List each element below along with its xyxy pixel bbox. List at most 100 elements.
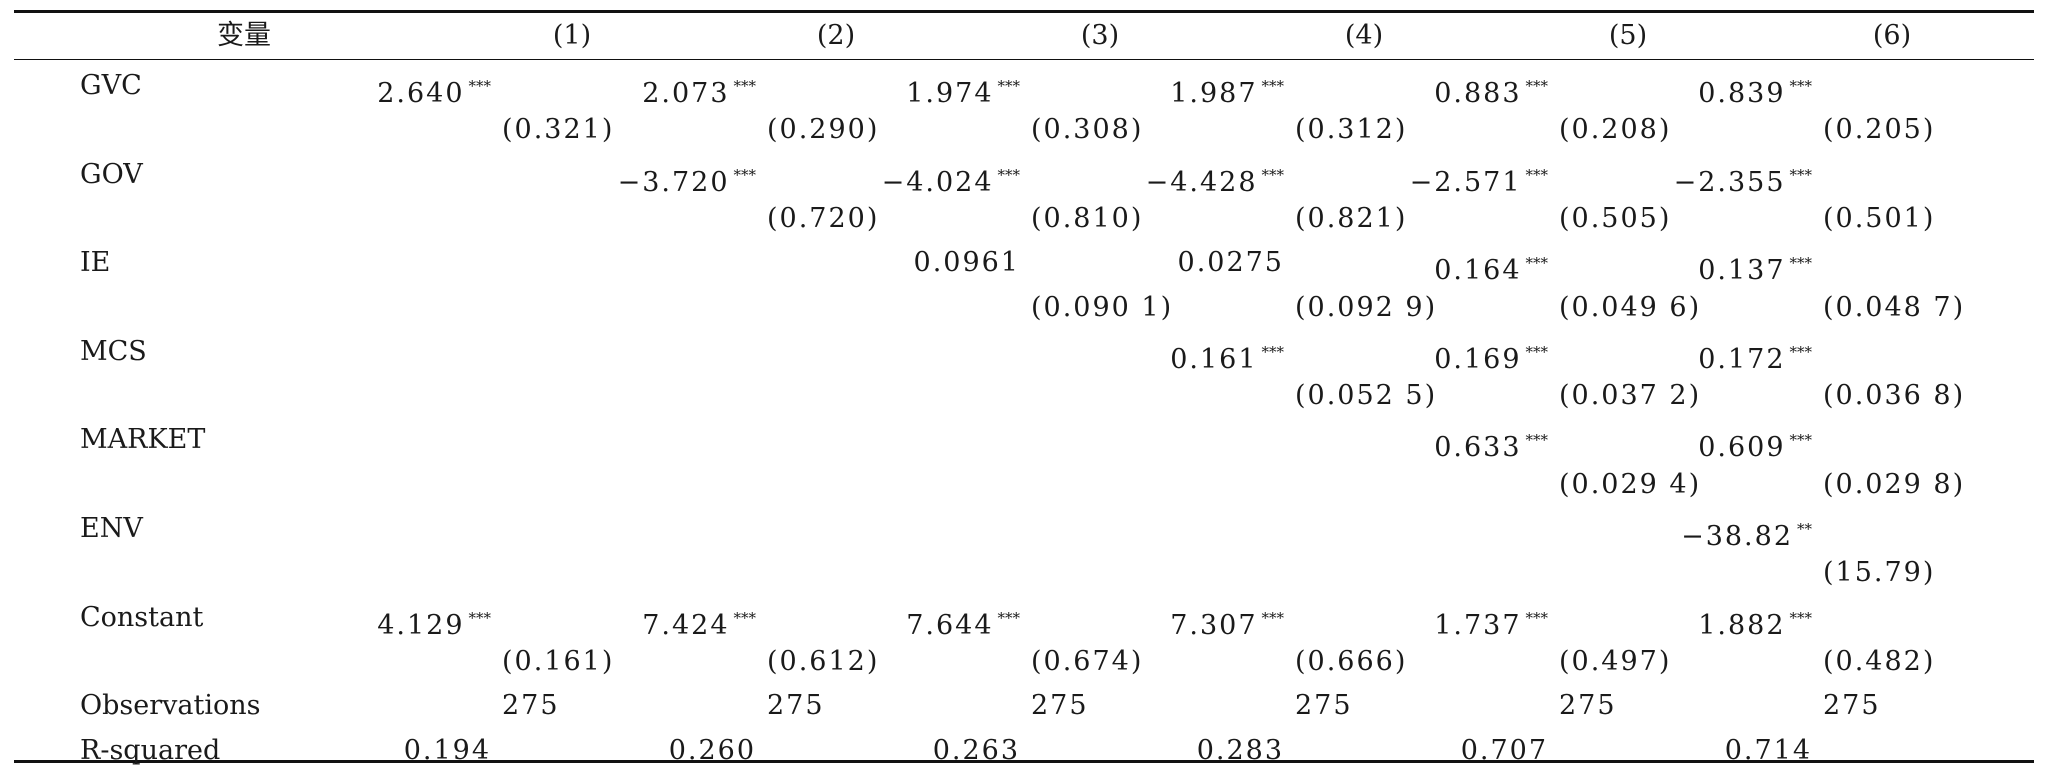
significance-stars: *** [733,77,757,95]
significance-stars: *** [1525,254,1549,273]
header-variable: 变量 [217,20,271,51]
significance-stars: *** [1525,608,1549,627]
observations-label: Observations [80,690,261,722]
observations-cell: 275 [1295,690,1353,722]
significance-stars: *** [1261,165,1285,184]
coef-value: 0.161 [1170,343,1258,375]
coef-value: 0.164 [1434,255,1522,287]
significance-stars: *** [1789,165,1813,184]
significance-stars: *** [1789,431,1813,450]
coef-cell: −4.024 *** [800,157,1021,198]
observations-cell: 275 [1823,690,1881,722]
coef-value: −3.720 [617,166,730,198]
std-error-cell: (0.312) [1295,114,1408,146]
coef-cell: −3.720 *** [536,157,756,198]
coef-cell: −38.82 ** [1592,511,1812,552]
coef-value: 1.737 [1434,609,1522,641]
coef-cell: 0.0961 [800,245,1020,281]
header-col-1: (1) [552,20,592,51]
significance-stars: *** [997,608,1021,627]
coef-value: 1.987 [1170,78,1258,109]
std-error-cell: (0.036 8) [1823,380,1966,412]
rsquared-label: R-squared [80,734,221,766]
row-label: ENV [80,513,143,544]
coef-cell: 0.839 *** [1592,68,1813,109]
std-error-cell: (0.308) [1031,114,1144,146]
observations-cell: 275 [1031,690,1089,722]
significance-stars: *** [1789,77,1813,95]
coef-value: 0.169 [1434,343,1522,375]
header-col-2: (2) [816,20,856,51]
row-label: GVC [80,70,142,101]
significance-stars: ** [1797,520,1812,538]
coef-cell: 7.307 *** [1064,600,1285,641]
coef-cell: 0.172 *** [1592,334,1812,375]
coef-cell: 0.137 *** [1592,245,1812,286]
row-label: Constant [80,601,204,633]
std-error-cell: (0.321) [502,114,615,146]
coef-cell: 1.882 *** [1592,600,1813,641]
std-error-cell: (0.821) [1295,202,1408,234]
significance-stars: *** [733,608,757,627]
significance-stars: *** [997,77,1021,95]
significance-stars: *** [1525,342,1549,361]
rsquared-cell: 0.714 [1724,734,1812,766]
std-error-cell: (0.037 2) [1559,380,1702,412]
rsquared-cell: 0.260 [668,734,756,766]
std-error-cell: (0.674) [1031,645,1144,677]
rsquared-cell: 0.263 [932,734,1020,766]
coef-cell: 0.164 *** [1328,245,1549,286]
coef-value: 2.073 [642,78,730,109]
regression-table: 变量 (1) (2) (3) (4) (5) (6) GVC 2.640 *** 2.… [14,10,2034,766]
row-label: IE [80,247,111,279]
std-error-cell: (0.666) [1295,645,1408,677]
coef-cell: 7.644 *** [800,600,1021,641]
rsquared-cell: 0.194 [403,734,491,766]
significance-stars: *** [1525,165,1549,184]
std-error-cell: (0.501) [1823,202,1936,234]
coef-cell: 0.609 *** [1592,422,1813,463]
coef-value: 1.882 [1698,609,1786,641]
rsquared-cell: 0.707 [1460,734,1548,766]
std-error-cell: (0.029 4) [1559,468,1702,500]
std-error-cell: (0.208) [1559,114,1672,146]
coef-cell: −2.571 *** [1328,157,1549,198]
std-error-cell: (0.092 9) [1295,291,1438,323]
coef-cell: 0.169 *** [1328,334,1549,375]
significance-stars: *** [1525,77,1549,95]
significance-stars: *** [997,165,1021,184]
std-error-cell: (0.612) [767,645,880,677]
significance-stars: *** [1525,431,1549,450]
coef-value: 0.839 [1698,78,1786,109]
table-top-rule [14,10,2034,13]
coef-cell: 4.129 *** [271,600,492,641]
std-error-cell: (0.052 5) [1295,380,1438,412]
row-label: GOV [80,158,143,190]
std-error-cell: (0.049 6) [1559,291,1702,323]
coef-cell: 2.073 *** [536,68,757,109]
coef-cell: 0.633 *** [1328,422,1549,463]
coef-value: 0.0275 [1177,247,1284,279]
coef-value: 0.883 [1434,78,1522,109]
header-col-5: (5) [1608,20,1648,51]
significance-stars: *** [1789,608,1813,627]
header-col-3: (3) [1080,20,1120,51]
observations-cell: 275 [767,690,825,722]
coef-value: −4.428 [1145,166,1258,198]
coef-value: 0.0961 [913,247,1020,279]
std-error-cell: (0.482) [1823,645,1936,677]
std-error-cell: (0.048 7) [1823,291,1966,323]
std-error-cell: (0.029 8) [1823,468,1966,500]
significance-stars: *** [468,77,492,95]
coef-cell: −2.355 *** [1592,157,1813,198]
significance-stars: *** [1261,608,1285,627]
row-label: MCS [80,335,147,367]
coef-cell: 1.987 *** [1064,68,1284,109]
coef-value: −38.82 [1681,521,1793,552]
std-error-cell: (0.290) [767,114,880,146]
coef-value: −2.355 [1673,166,1786,198]
significance-stars: *** [468,608,492,627]
significance-stars: *** [1261,342,1285,361]
table-header-rule [14,59,2034,60]
coef-value: 1.974 [906,78,994,109]
